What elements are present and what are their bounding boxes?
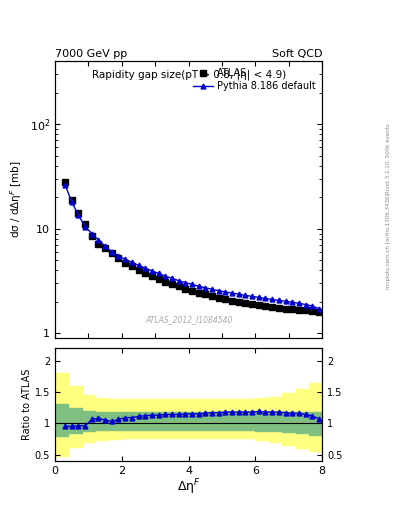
ATLAS — [90, 233, 94, 239]
Pythia 8.186 default — [243, 292, 248, 298]
ATLAS — [123, 260, 128, 266]
Pythia 8.186 default — [76, 212, 81, 218]
Pythia 8.186 default — [176, 278, 181, 284]
Pythia 8.186 default — [83, 223, 88, 229]
Pythia 8.186 default — [217, 288, 221, 294]
Y-axis label: Ratio to ATLAS: Ratio to ATLAS — [22, 369, 32, 440]
Pythia 8.186 default — [210, 286, 215, 292]
Pythia 8.186 default — [277, 297, 281, 304]
ATLAS — [183, 286, 188, 292]
Pythia 8.186 default — [156, 270, 161, 276]
Pythia 8.186 default — [190, 281, 195, 287]
Line: Pythia 8.186 default: Pythia 8.186 default — [62, 182, 321, 311]
Pythia 8.186 default — [150, 268, 154, 274]
Line: ATLAS: ATLAS — [62, 179, 322, 315]
Pythia 8.186 default — [317, 306, 321, 312]
X-axis label: Δη$^F$: Δη$^F$ — [177, 477, 200, 497]
Text: 7000 GeV pp: 7000 GeV pp — [55, 49, 127, 59]
Pythia 8.186 default — [203, 285, 208, 291]
ATLAS — [163, 279, 168, 285]
ATLAS — [317, 308, 321, 314]
Pythia 8.186 default — [170, 275, 174, 282]
Pythia 8.186 default — [130, 260, 134, 266]
Pythia 8.186 default — [183, 280, 188, 286]
ATLAS — [136, 267, 141, 273]
ATLAS — [109, 250, 114, 257]
Pythia 8.186 default — [163, 273, 168, 279]
Pythia 8.186 default — [103, 243, 108, 249]
Y-axis label: dσ / dΔη$^F$ [mb]: dσ / dΔη$^F$ [mb] — [8, 161, 24, 239]
ATLAS — [223, 296, 228, 303]
ATLAS — [143, 270, 148, 276]
Pythia 8.186 default — [270, 296, 275, 303]
ATLAS — [210, 293, 215, 300]
Pythia 8.186 default — [116, 253, 121, 259]
ATLAS — [63, 179, 68, 185]
Pythia 8.186 default — [143, 265, 148, 271]
Pythia 8.186 default — [63, 181, 68, 187]
ATLAS — [270, 304, 275, 310]
Pythia 8.186 default — [96, 237, 101, 243]
Pythia 8.186 default — [263, 295, 268, 302]
ATLAS — [237, 298, 241, 305]
Pythia 8.186 default — [237, 291, 241, 297]
ATLAS — [303, 307, 308, 313]
Text: Rapidity gap size(pT > 0.8, |η| < 4.9): Rapidity gap size(pT > 0.8, |η| < 4.9) — [92, 70, 286, 80]
Pythia 8.186 default — [109, 249, 114, 255]
ATLAS — [170, 281, 174, 287]
Legend: ATLAS, Pythia 8.186 default: ATLAS, Pythia 8.186 default — [191, 66, 318, 93]
Text: mcplots.cern.ch [arXiv:1306.3436]: mcplots.cern.ch [arXiv:1306.3436] — [386, 194, 391, 289]
ATLAS — [217, 295, 221, 301]
ATLAS — [297, 307, 301, 313]
ATLAS — [70, 197, 74, 203]
Text: Soft QCD: Soft QCD — [272, 49, 322, 59]
ATLAS — [103, 245, 108, 251]
ATLAS — [283, 306, 288, 312]
Pythia 8.186 default — [250, 293, 255, 300]
ATLAS — [310, 308, 315, 314]
ATLAS — [230, 297, 235, 304]
ATLAS — [83, 221, 88, 227]
ATLAS — [257, 302, 261, 308]
Pythia 8.186 default — [310, 303, 315, 309]
ATLAS — [150, 273, 154, 280]
ATLAS — [190, 288, 195, 294]
ATLAS — [263, 303, 268, 309]
Pythia 8.186 default — [297, 300, 301, 306]
ATLAS — [156, 276, 161, 282]
Pythia 8.186 default — [230, 290, 235, 296]
ATLAS — [96, 241, 101, 247]
ATLAS — [277, 305, 281, 311]
ATLAS — [76, 210, 81, 217]
ATLAS — [116, 255, 121, 262]
Pythia 8.186 default — [196, 283, 201, 289]
Pythia 8.186 default — [283, 298, 288, 304]
ATLAS — [196, 289, 201, 295]
ATLAS — [250, 301, 255, 307]
Pythia 8.186 default — [136, 262, 141, 268]
ATLAS — [243, 300, 248, 306]
Pythia 8.186 default — [223, 289, 228, 295]
ATLAS — [290, 306, 295, 312]
Pythia 8.186 default — [257, 294, 261, 301]
ATLAS — [130, 263, 134, 269]
Pythia 8.186 default — [303, 302, 308, 308]
Pythia 8.186 default — [70, 199, 74, 205]
Text: ATLAS_2012_I1084540: ATLAS_2012_I1084540 — [145, 315, 232, 324]
Text: Rivet 3.1.10, 500k events: Rivet 3.1.10, 500k events — [386, 123, 391, 194]
Pythia 8.186 default — [123, 256, 128, 262]
Pythia 8.186 default — [90, 230, 94, 237]
ATLAS — [203, 291, 208, 297]
ATLAS — [176, 283, 181, 289]
Pythia 8.186 default — [290, 299, 295, 305]
